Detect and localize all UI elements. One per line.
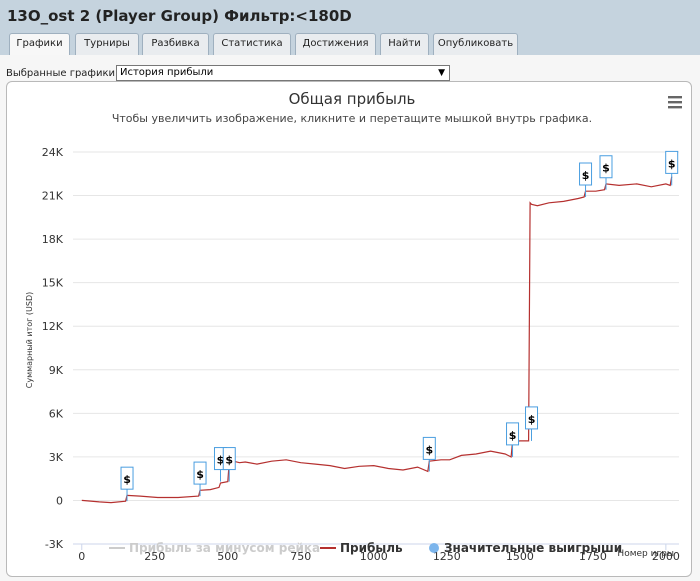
legend-symbol bbox=[429, 543, 439, 553]
x-tick-label: 1250 bbox=[433, 550, 461, 563]
y-tick-label: 6K bbox=[49, 407, 64, 420]
legend-item: Прибыль bbox=[320, 541, 403, 555]
big-win-marker: $ bbox=[193, 461, 207, 497]
dollar-icon: $ bbox=[225, 454, 233, 467]
tab-graphs[interactable]: Графики bbox=[9, 33, 70, 56]
tab-publish[interactable]: Опубликовать bbox=[433, 33, 518, 55]
x-tick-label: 500 bbox=[217, 550, 238, 563]
flag-box bbox=[525, 406, 539, 430]
legend-label: Прибыль bbox=[340, 541, 403, 555]
tab-breakdown[interactable]: Разбивка bbox=[142, 33, 209, 55]
flag-box bbox=[422, 436, 436, 460]
dollar-icon: $ bbox=[123, 473, 131, 486]
y-tick-label: 21K bbox=[42, 190, 64, 203]
x-tick-label: 0 bbox=[78, 550, 85, 563]
y-tick-label: 3K bbox=[49, 451, 64, 464]
dollar-icon: $ bbox=[425, 443, 433, 456]
x-axis: 0 250 500 750 1000 1250 1500 1750 2000 bbox=[73, 543, 680, 563]
legend-item: Прибыль за минусом рейка bbox=[109, 541, 320, 555]
flag-box bbox=[506, 422, 520, 446]
flag-box bbox=[120, 466, 134, 490]
chart-select-value: История прибыли bbox=[120, 67, 214, 78]
y-tick-label: 9K bbox=[49, 364, 64, 377]
big-win-marker: $ bbox=[120, 466, 134, 502]
plot-area bbox=[81, 176, 673, 504]
y-tick-label: 18K bbox=[42, 233, 64, 246]
chart-select[interactable]: История прибыли ▼ bbox=[116, 65, 450, 81]
dollar-icon: $ bbox=[602, 162, 610, 175]
big-win-marker: $ bbox=[506, 422, 520, 457]
big-win-marker: $ bbox=[665, 150, 679, 186]
legend-label: Прибыль за минусом рейка bbox=[129, 541, 320, 555]
y-tick-label: 15K bbox=[42, 277, 64, 290]
tab-find[interactable]: Найти bbox=[380, 33, 429, 55]
tab-statistics[interactable]: Статистика bbox=[213, 33, 291, 55]
flag-box bbox=[599, 155, 613, 179]
y-tick-label: 12K bbox=[42, 320, 64, 333]
profit-chart[interactable]: Общая прибыль Чтобы увеличить изображени… bbox=[7, 82, 691, 576]
legend-item: Значительные выигрыши bbox=[429, 541, 622, 555]
flag-box bbox=[665, 150, 679, 174]
big-win-marker: $ bbox=[525, 406, 539, 441]
chart-subtitle: Чтобы увеличить изображение, кликните и … bbox=[112, 112, 592, 125]
x-axis-title: Номер игры bbox=[617, 549, 674, 559]
legend-label: Значительные выигрыши bbox=[444, 541, 622, 555]
dollar-icon: $ bbox=[582, 169, 590, 182]
x-tick-label: 250 bbox=[144, 550, 165, 563]
dollar-icon: $ bbox=[217, 454, 225, 467]
tab-tournaments[interactable]: Турниры bbox=[75, 33, 139, 55]
tab-achievements[interactable]: Достижения bbox=[295, 33, 376, 55]
legend: Прибыль за минусом рейка Прибыль Значитель… bbox=[109, 541, 622, 555]
y-tick-label: 0 bbox=[56, 494, 63, 507]
x-tick-label: 750 bbox=[290, 550, 311, 563]
x-tick-label: 1500 bbox=[506, 550, 534, 563]
y-tick-label: -3K bbox=[45, 538, 64, 551]
dollar-icon: $ bbox=[528, 413, 536, 426]
x-tick-label: 2000 bbox=[652, 550, 680, 563]
x-tick-label: 1000 bbox=[360, 550, 388, 563]
profit-series-line bbox=[81, 176, 673, 504]
y-tick-label: 24K bbox=[42, 146, 64, 159]
chart-select-label: Выбранные графики: bbox=[6, 68, 119, 79]
flag-box bbox=[193, 461, 207, 485]
hamburger-menu-icon[interactable] bbox=[668, 96, 682, 109]
window-titlebar: 13O_ost 2 (Player Group) Фильтр:<180D bbox=[0, 0, 700, 34]
y-axis: -3K 0 3K 6K 9K 12K 15K 18K 21K 24K bbox=[42, 146, 64, 551]
chart-panel[interactable]: Общая прибыль Чтобы увеличить изображени… bbox=[6, 81, 692, 577]
chevron-down-icon: ▼ bbox=[438, 68, 445, 78]
y-axis-title: Суммарный итог (USD) bbox=[25, 292, 34, 389]
grid bbox=[73, 151, 679, 545]
window-title: 13O_ost 2 (Player Group) Фильтр:<180D bbox=[7, 7, 352, 25]
dollar-icon: $ bbox=[668, 157, 676, 170]
flag-box bbox=[579, 162, 593, 186]
flag-box bbox=[222, 447, 236, 471]
main-content: Выбранные графики: История прибыли ▼ Общ… bbox=[0, 55, 700, 581]
big-win-marker: $ bbox=[222, 447, 236, 482]
big-win-marker: $ bbox=[579, 162, 593, 198]
big-wins-markers: $ $$ $$$$$$ $ bbox=[120, 150, 679, 502]
dollar-icon: $ bbox=[196, 468, 204, 481]
big-win-marker: $ bbox=[422, 436, 436, 472]
dollar-icon: $ bbox=[509, 429, 517, 442]
x-tick-label: 1750 bbox=[579, 550, 607, 563]
big-win-marker: $ bbox=[599, 155, 613, 190]
chart-title: Общая прибыль bbox=[289, 90, 416, 108]
